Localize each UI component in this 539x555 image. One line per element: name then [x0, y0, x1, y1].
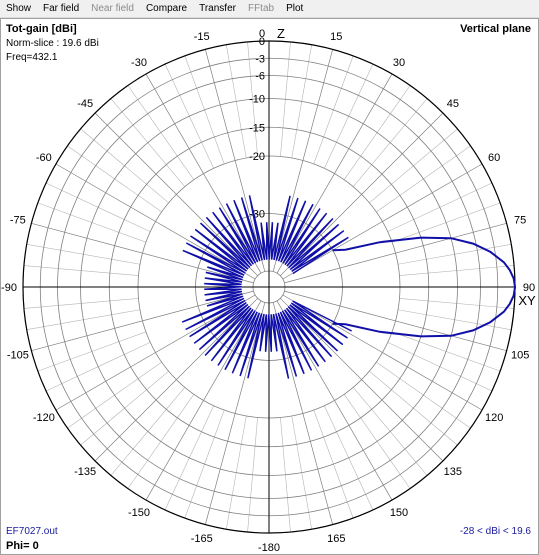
radial-tick-label: -6	[255, 71, 265, 83]
angle-tick-label: -135	[74, 466, 96, 478]
menu-compare[interactable]: Compare	[145, 3, 188, 14]
file-name-label: EF7027.out	[6, 526, 58, 537]
polar-chart: 0 -3 -6 -10 -15 -20 -30 15 30 45 60 75 90 105 120 135 15…	[1, 26, 536, 554]
menu-near-field[interactable]: Near field	[91, 3, 134, 14]
angle-tick-label: 75	[514, 215, 526, 227]
angle-tick-label: 60	[488, 152, 500, 164]
angle-tick-label: -105	[7, 349, 29, 361]
angle-tick-label: 120	[485, 412, 503, 424]
xy-axis-label: XY	[518, 293, 536, 308]
angle-tick-label: 30	[393, 57, 405, 69]
plane-label: Vertical plane	[460, 23, 531, 35]
side-lobe-trace	[181, 195, 353, 379]
radial-tick-label: 0	[259, 36, 265, 48]
angle-tick-label: 90	[523, 282, 535, 294]
plot-area: 0 -3 -6 -10 -15 -20 -30 15 30 45 60 75 90 105 120 135 15…	[0, 18, 539, 555]
radial-tick-label: -15	[249, 122, 265, 134]
angle-tick-label: 105	[511, 349, 529, 361]
radial-tick-label: -30	[249, 209, 265, 221]
menu-show[interactable]: Show	[6, 3, 32, 14]
angle-tick-label: 45	[447, 98, 459, 110]
angle-tick-label: -15	[194, 31, 210, 43]
angle-tick-label: 135	[444, 466, 462, 478]
angle-tick-label: -30	[131, 57, 147, 69]
angle-tick-label: 0	[259, 28, 265, 40]
angle-tick-label: 15	[330, 31, 342, 43]
angle-tick-label: 165	[327, 533, 345, 545]
radial-tick-label: -20	[249, 151, 265, 163]
norm-slice-label: Norm-slice : 19.6 dBi	[6, 38, 99, 49]
menu-far-field[interactable]: Far field	[43, 3, 80, 14]
range-label: -28 < dBi < 19.6	[459, 526, 531, 537]
z-axis-label: Z	[277, 26, 285, 41]
angle-tick-label: -90	[1, 282, 17, 294]
menu-fftab[interactable]: FFtab	[247, 3, 275, 14]
angle-tick-label: -45	[77, 98, 93, 110]
angle-tick-label: -75	[10, 215, 26, 227]
gain-title: Tot-gain [dBi]	[6, 23, 77, 35]
angle-tick-label: 150	[390, 507, 408, 519]
angle-tick-label: -150	[128, 507, 150, 519]
radial-tick-label: -3	[255, 53, 265, 65]
frequency-label: Freq=432.1	[6, 52, 58, 63]
angle-tick-label: -120	[33, 412, 55, 424]
menu-plot[interactable]: Plot	[286, 3, 304, 14]
phi-label: Phi= 0	[6, 540, 39, 552]
menu-transfer[interactable]: Transfer	[199, 3, 236, 14]
angle-tick-label: -60	[36, 152, 52, 164]
angle-tick-label: -165	[191, 533, 213, 545]
menu-bar: Show Far field Near field Compare Transf…	[0, 0, 539, 18]
radial-tick-label: -10	[249, 94, 265, 106]
main-lobe-trace	[332, 236, 517, 338]
angle-tick-label: -180	[258, 542, 280, 554]
